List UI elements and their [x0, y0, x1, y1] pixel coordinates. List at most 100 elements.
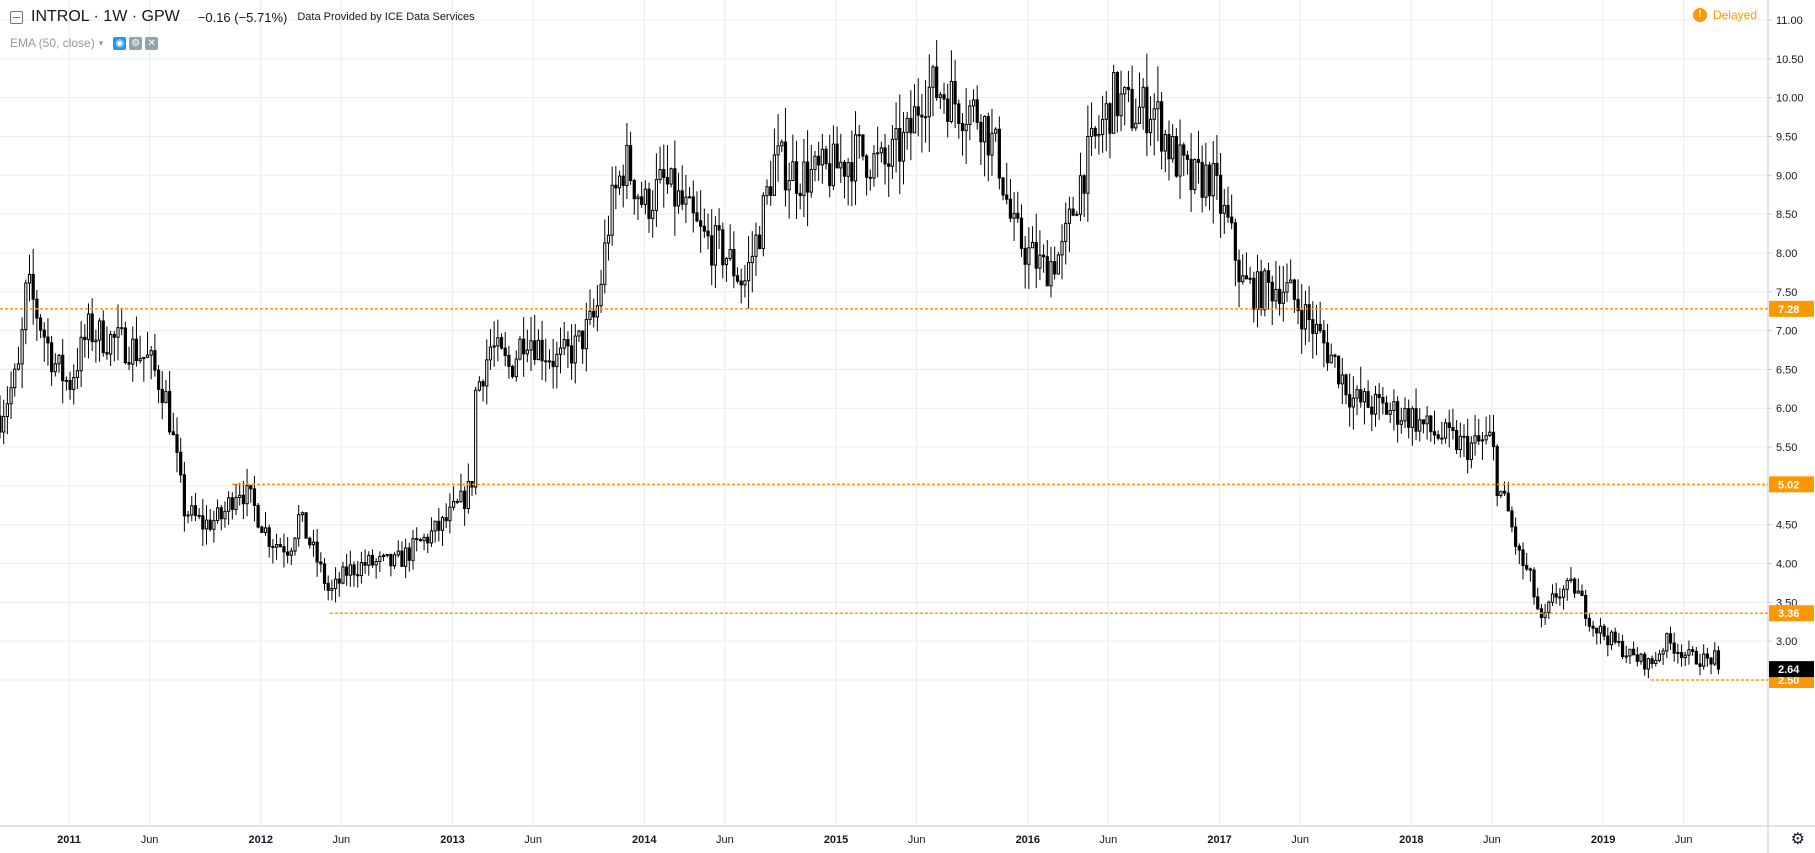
candle-body	[1624, 655, 1628, 658]
candle-body	[120, 327, 124, 330]
candle-body	[289, 550, 293, 556]
candle-body	[1458, 435, 1462, 451]
eye-icon[interactable]: ◉	[113, 36, 127, 50]
candle-body	[1396, 401, 1400, 425]
candle-body	[1292, 279, 1296, 300]
x-tick-label: Jun	[141, 834, 159, 846]
candle-body	[1484, 435, 1488, 441]
candle-body	[665, 176, 670, 185]
level-price-tag	[1769, 300, 1814, 317]
candle-body	[1167, 134, 1171, 160]
candle-body	[595, 305, 600, 318]
candle-body	[975, 99, 979, 123]
candle-body	[138, 358, 142, 362]
candle-body	[1314, 323, 1319, 334]
candle-body	[990, 132, 994, 156]
candle-body	[326, 582, 330, 591]
close-icon[interactable]: ✕	[145, 36, 159, 50]
candle-body	[968, 105, 972, 125]
candle-body	[1126, 86, 1131, 90]
candle-body	[492, 345, 496, 348]
candle-body	[1521, 549, 1525, 566]
candle-body	[1606, 635, 1610, 646]
candle-body	[415, 538, 419, 541]
candle-body	[1325, 342, 1330, 364]
candle-body	[640, 196, 644, 205]
candle-body	[1403, 408, 1407, 422]
y-tick-label: 6.00	[1776, 403, 1797, 415]
chevron-down-icon[interactable]: ▾	[98, 37, 104, 48]
candle-body	[927, 86, 931, 118]
candle-body	[529, 340, 533, 351]
candle-body	[1141, 86, 1145, 108]
candle-body	[824, 148, 828, 165]
candle-body	[1373, 393, 1378, 415]
candle-body	[584, 318, 588, 350]
candle-body	[540, 339, 544, 362]
candle-body	[149, 350, 153, 356]
candle-body	[1064, 222, 1068, 242]
candle-body	[72, 376, 76, 390]
collapse-icon[interactable]	[10, 10, 23, 24]
candle-body	[256, 504, 260, 528]
candle-body	[1233, 222, 1237, 261]
settings-icon[interactable]: ⚙	[129, 36, 143, 50]
candle-body	[1340, 374, 1344, 385]
candle-body	[957, 103, 961, 125]
candle-body	[0, 415, 2, 433]
candle-body	[341, 566, 345, 584]
x-tick-label: 2016	[1016, 834, 1040, 846]
candle-body	[647, 188, 651, 219]
candle-body	[16, 363, 21, 370]
candle-body	[212, 519, 216, 530]
candle-body	[1016, 212, 1020, 219]
candle-body	[1525, 564, 1529, 570]
candle-body	[1108, 103, 1112, 134]
candle-body	[817, 155, 821, 166]
candle-body	[994, 128, 998, 134]
candle-body	[1713, 650, 1717, 665]
candle-body	[356, 574, 360, 577]
candle-body	[1200, 161, 1204, 198]
candle-body	[175, 434, 179, 453]
candle-body	[20, 329, 24, 365]
delayed-badge[interactable]: ! Delayed	[1692, 8, 1757, 22]
x-tick-label: 2014	[632, 834, 657, 846]
candle-body	[83, 336, 87, 341]
candle-body	[249, 485, 253, 490]
candle-body	[1266, 270, 1271, 283]
candle-body	[204, 519, 209, 530]
y-tick-label: 4.50	[1776, 520, 1797, 532]
candle-body	[1307, 304, 1311, 321]
candle-body	[1477, 435, 1481, 442]
candle-body	[522, 338, 526, 355]
candle-body	[536, 339, 541, 361]
candle-body	[754, 234, 758, 257]
candle-body	[1694, 650, 1698, 665]
candle-body	[171, 431, 175, 436]
candle-body	[1049, 261, 1053, 287]
candle-body	[1672, 642, 1676, 654]
candle-body	[1650, 658, 1654, 665]
candle-body	[101, 320, 105, 354]
candle-body	[1303, 304, 1308, 330]
candle-body	[931, 66, 935, 88]
y-tick-label: 6.50	[1776, 364, 1797, 376]
candle-body	[839, 161, 843, 169]
symbol-label[interactable]: INTROL · 1W · GPW	[31, 8, 180, 25]
candle-body	[466, 480, 470, 510]
candle-body	[971, 99, 976, 107]
candle-body	[1469, 442, 1473, 461]
candle-body	[997, 128, 1001, 179]
candle-body	[724, 257, 729, 266]
indicator-label[interactable]: EMA (50, close)	[10, 36, 95, 50]
candle-body	[1491, 431, 1496, 448]
candle-body	[1005, 194, 1009, 200]
candle-body	[381, 554, 386, 558]
candle-body	[179, 451, 183, 476]
candle-body	[1584, 594, 1588, 619]
gear-icon[interactable]: ⚙	[1790, 831, 1805, 848]
candle-body	[145, 354, 150, 358]
candle-body	[370, 554, 375, 566]
